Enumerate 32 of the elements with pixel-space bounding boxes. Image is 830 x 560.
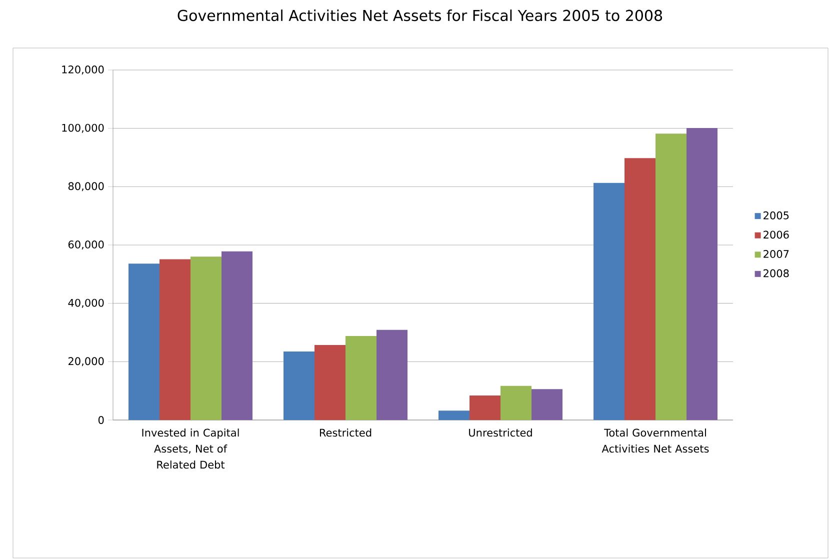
bar — [594, 182, 625, 420]
legend-label: 2005 — [764, 211, 789, 220]
y-tick-label: 120,000 — [62, 65, 104, 75]
y-tick-label: 40,000 — [68, 298, 104, 308]
bar — [500, 386, 532, 420]
bar — [284, 351, 315, 420]
y-tick-label: 80,000 — [68, 182, 104, 192]
x-tick-label: Unrestricted — [469, 428, 532, 437]
bar — [686, 128, 718, 420]
y-tick-label: 20,000 — [68, 357, 104, 366]
bar — [222, 251, 252, 420]
x-tick-label: Invested in Capital Assets, Net of Related Debt — [142, 428, 239, 469]
bar — [128, 264, 160, 420]
bar — [438, 410, 470, 420]
chart-title: Governmental Activities Net Assets for Fiscal Years 2005 to 2008 — [178, 10, 662, 22]
bar — [624, 158, 656, 420]
y-tick-label: 0 — [98, 416, 104, 424]
legend-label: 2006 — [764, 230, 789, 239]
bar — [190, 256, 222, 420]
y-tick-label: 60,000 — [68, 240, 104, 250]
legend-label: 2008 — [764, 269, 789, 278]
bar — [470, 396, 500, 420]
x-tick-label: Total Governmental Activities Net Assets — [602, 428, 709, 453]
bar — [376, 330, 408, 420]
y-tick-label: 100,000 — [62, 124, 104, 133]
x-tick-label: Restricted — [320, 428, 372, 437]
bar — [160, 259, 190, 420]
bar — [314, 345, 346, 420]
bar — [532, 389, 563, 420]
bar — [656, 134, 687, 420]
bar — [346, 336, 377, 420]
legend-label: 2007 — [764, 250, 789, 258]
